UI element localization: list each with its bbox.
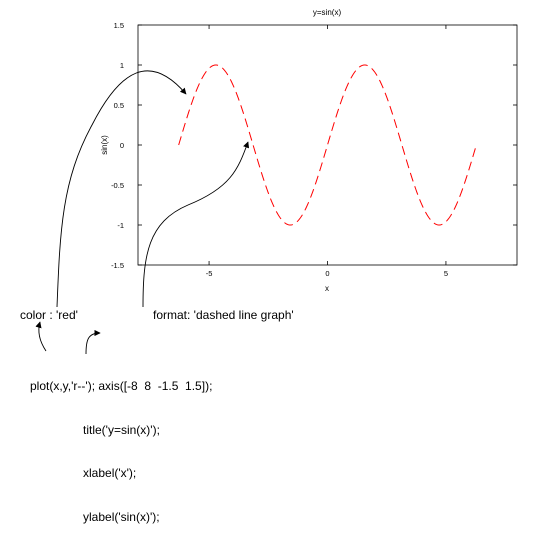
y-tick-label: 0	[120, 141, 124, 150]
x-tick-label: 5	[444, 269, 448, 278]
code-line-plot: plot(x,y,'r--'); axis([-8 8 -1.5 1.5]);	[30, 379, 213, 393]
y-tick-label: 1.5	[114, 21, 124, 30]
y-tick-label: -1	[117, 221, 124, 230]
figure: -5 0 5 -1.5 -1 -0.5 0 0.5 1 1.5 y=sin(x) x sin(x)…	[20, 8, 518, 524]
y-tick-label: 0.5	[114, 101, 124, 110]
y-axis-label: sin(x)	[100, 135, 109, 155]
x-tick-label: -5	[206, 269, 213, 278]
color-annotation: color : 'red'	[20, 308, 78, 322]
y-tick-label: -1.5	[111, 261, 124, 270]
series-line-sin	[178, 64, 477, 226]
format-annotation: format: 'dashed line graph'	[153, 308, 294, 322]
code-line-title: title('y=sin(x)');	[83, 422, 160, 437]
y-tick-label: -0.5	[111, 181, 124, 190]
code-line-ylabel: ylabel('sin(x)');	[83, 509, 160, 524]
arrow-color-to-line	[56, 70, 187, 308]
arrow-code-to-format	[85, 329, 101, 355]
annotation-arrows	[35, 70, 250, 355]
arrow-format-to-line	[142, 141, 250, 308]
y-tick-label: 1	[120, 61, 124, 70]
x-axis-label: x	[325, 284, 329, 293]
x-tick-label: 0	[325, 269, 329, 278]
arrow-code-to-color	[35, 321, 47, 352]
chart-title: y=sin(x)	[313, 8, 342, 17]
code-line-xlabel: xlabel('x');	[83, 466, 137, 480]
sine-chart: -5 0 5 -1.5 -1 -0.5 0 0.5 1 1.5 y=sin(x) x sin(x)	[35, 8, 518, 355]
code-block: plot(x,y,'r--'); axis([-8 8 -1.5 1.5]); …	[30, 350, 212, 553]
plot-area-frame	[137, 24, 518, 266]
